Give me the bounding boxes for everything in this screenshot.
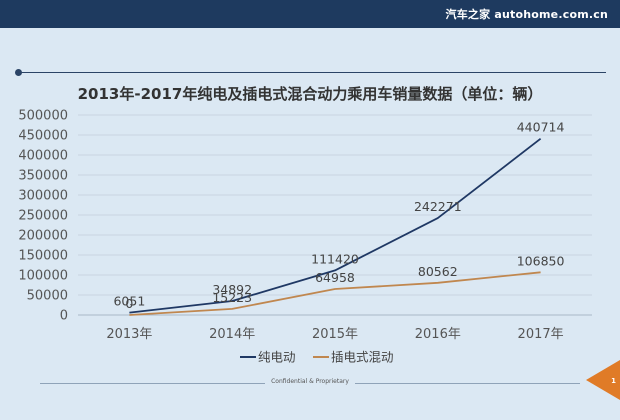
- data-label: 106850: [517, 253, 565, 268]
- footer-text: Confidential & Proprietary: [265, 378, 355, 385]
- page-corner-tab: [586, 360, 620, 400]
- data-label: 15223: [212, 290, 252, 305]
- legend: 纯电动 插电式混动: [240, 350, 394, 365]
- brand-logo-text: 汽车之家 autohome.com.cn: [445, 8, 608, 21]
- series-line-1: [129, 137, 542, 314]
- data-labels: 6051 34892 111420 242271 440714 0 15223 64958 80…: [113, 120, 564, 311]
- x-tick-label: 2017年: [518, 327, 564, 342]
- y-axis: 0 50000 100000 150000 200000 250000 300000 3500…: [18, 109, 68, 324]
- data-label: 242271: [414, 199, 462, 214]
- x-tick-label: 2014年: [209, 327, 255, 342]
- data-label: 6051: [113, 294, 145, 309]
- y-tick-label: 200000: [18, 229, 68, 244]
- y-tick-label: 450000: [18, 129, 68, 144]
- y-tick-label: 400000: [18, 149, 68, 164]
- y-tick-label: 0: [60, 309, 68, 324]
- y-tick-label: 300000: [18, 189, 68, 204]
- y-tick-label: 100000: [18, 269, 68, 284]
- data-label: 64958: [315, 270, 355, 285]
- grid-lines: [78, 114, 592, 316]
- legend-label-2: 插电式混动: [331, 350, 394, 365]
- data-label: 111420: [311, 251, 359, 266]
- x-axis: 2013年 2014年 2015年 2016年 2017年: [106, 327, 563, 342]
- page-number: 1: [611, 377, 616, 385]
- header-bar: 汽车之家 autohome.com.cn: [0, 0, 620, 28]
- x-tick-label: 2015年: [312, 327, 358, 342]
- y-tick-label: 350000: [18, 169, 68, 184]
- y-tick-label: 500000: [18, 109, 68, 124]
- title-rule: [18, 72, 606, 73]
- y-tick-label: 50000: [27, 289, 68, 304]
- series-lines: [129, 137, 542, 316]
- data-label: 440714: [517, 120, 565, 135]
- data-label: 34892: [212, 282, 252, 297]
- data-label: 80562: [418, 264, 458, 279]
- footer: Confidential & Proprietary: [0, 378, 620, 385]
- x-tick-label: 2013年: [106, 327, 152, 342]
- y-tick-label: 250000: [18, 209, 68, 224]
- x-tick-label: 2016年: [415, 327, 461, 342]
- data-label: 0: [125, 296, 133, 311]
- legend-label-1: 纯电动: [258, 350, 296, 365]
- y-tick-label: 150000: [18, 249, 68, 264]
- chart-title: 2013年-2017年纯电及插电式混合动力乘用车销量数据（单位：辆）: [78, 85, 543, 103]
- series-line-2: [129, 271, 541, 316]
